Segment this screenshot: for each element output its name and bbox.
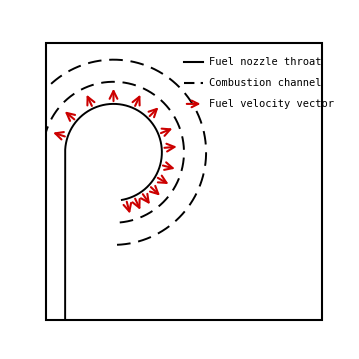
Text: Fuel velocity vector: Fuel velocity vector <box>209 99 334 109</box>
Text: Fuel nozzle throat: Fuel nozzle throat <box>209 57 321 67</box>
Text: Combustion channel: Combustion channel <box>209 78 321 88</box>
